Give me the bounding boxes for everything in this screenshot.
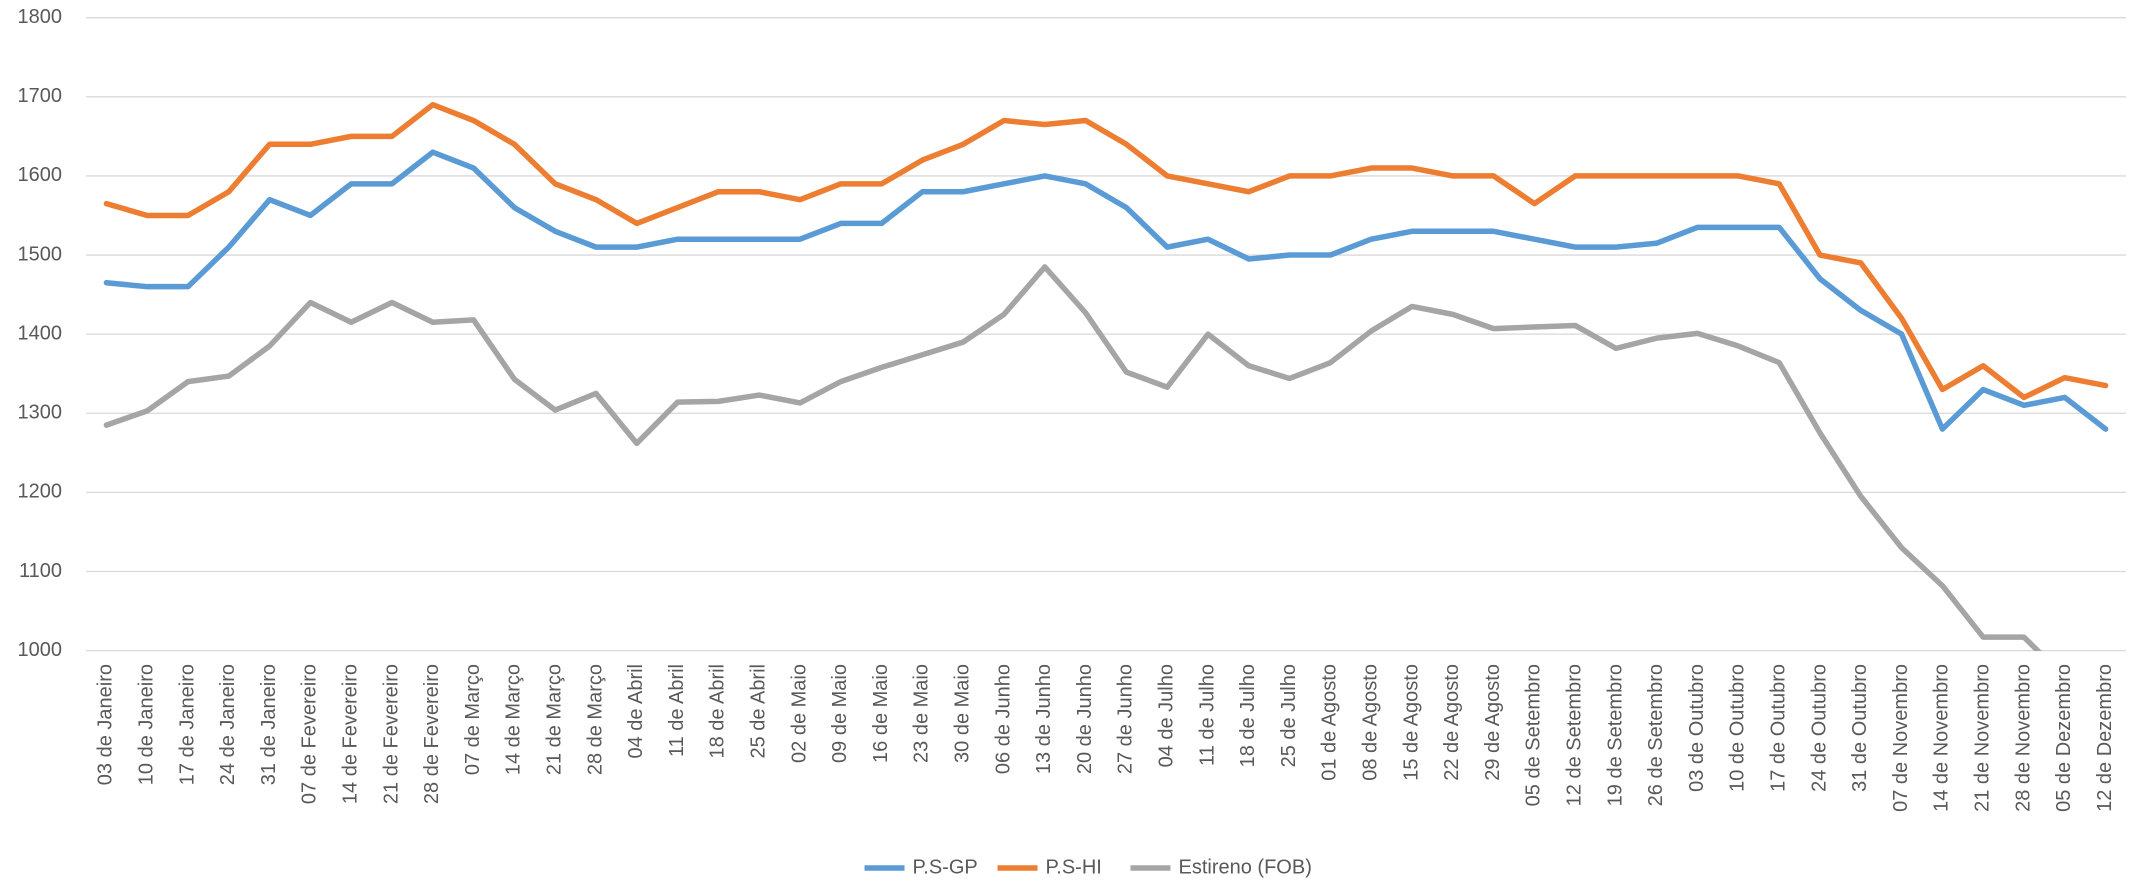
x-tick-label: 31 de Outubro (1849, 664, 1871, 792)
y-tick-label: 1800 (18, 6, 63, 28)
series-line (103, 101, 2109, 401)
x-tick-label: 28 de Novembro (2012, 664, 2034, 812)
x-tick-label: 17 de Outubro (1767, 664, 1789, 792)
x-tick-label: 01 de Agosto (1319, 664, 1341, 781)
x-tick-label: 27 de Junho (1115, 664, 1137, 774)
x-tick-label: 29 de Agosto (1482, 664, 1504, 781)
y-tick-label: 1700 (18, 85, 63, 107)
x-tick-label: 25 de Julho (1278, 664, 1300, 767)
x-tick-label: 06 de Junho (992, 664, 1014, 774)
x-tick-label: 21 de Fevereiro (380, 664, 402, 804)
x-tick-label: 20 de Junho (1074, 664, 1096, 774)
y-tick-label: 1600 (18, 164, 63, 186)
x-tick-label: 04 de Abril (625, 664, 647, 759)
x-tick-label: 05 de Dezembro (2053, 664, 2075, 812)
x-tick-label: 08 de Agosto (1359, 664, 1381, 781)
x-tick-label: 14 de Março (503, 664, 525, 775)
y-tick-label: 1000 (18, 639, 63, 661)
x-tick-label: 28 de Fevereiro (421, 664, 443, 804)
x-tick-label: 15 de Agosto (1400, 664, 1422, 781)
x-tick-label: 31 de Janeiro (258, 664, 280, 785)
x-tick-label: 26 de Setembro (1645, 664, 1667, 806)
x-tick-label: 30 de Maio (951, 664, 973, 763)
x-tick-label: 07 de Novembro (1890, 664, 1912, 812)
x-tick-label: 14 de Fevereiro (339, 664, 361, 804)
x-tick-label: 05 de Setembro (1523, 664, 1545, 806)
x-tick-label: 04 de Julho (1155, 664, 1177, 767)
x-tick-label: 13 de Junho (1033, 664, 1055, 774)
x-tick-label: 18 de Abril (707, 664, 729, 759)
x-tick-label: 12 de Dezembro (2094, 664, 2116, 812)
x-tick-label: 10 de Outubro (1727, 664, 1749, 792)
x-tick-label: 09 de Maio (829, 664, 851, 763)
legend-label: P.S-HI (1046, 856, 1102, 878)
y-tick-label: 1400 (18, 322, 63, 344)
x-tick-label: 21 de Novembro (1971, 664, 1993, 812)
x-tick-label: 07 de Março (462, 664, 484, 775)
x-tick-label: 02 de Maio (788, 664, 810, 763)
y-tick-label: 1100 (19, 560, 62, 582)
x-tick-label: 17 de Janeiro (176, 664, 198, 785)
x-tick-label: 12 de Setembro (1563, 664, 1585, 806)
y-tick-label: 1300 (18, 402, 63, 424)
x-tick-label: 28 de Março (584, 664, 606, 775)
x-tick-label: 24 de Outubro (1808, 664, 1830, 792)
x-tick-label: 11 de Abril (666, 664, 688, 757)
x-tick-label: 03 de Janeiro (95, 664, 117, 785)
x-tick-label: 18 de Julho (1237, 664, 1259, 767)
x-tick-label: 03 de Outubro (1686, 664, 1708, 792)
x-tick-label: 10 de Janeiro (135, 664, 157, 785)
x-tick-label: 21 de Março (543, 664, 565, 775)
series-line (103, 149, 2109, 432)
x-tick-label: 25 de Abril (747, 664, 769, 759)
x-tick-label: 24 de Janeiro (217, 664, 239, 785)
y-tick-label: 1200 (18, 481, 63, 503)
y-tick-label: 1500 (18, 243, 63, 265)
legend-label: Estireno (FOB) (1179, 856, 1312, 878)
x-tick-label: 07 de Fevereiro (299, 664, 321, 804)
x-tick-label: 11 de Julho (1196, 664, 1218, 766)
legend-label: P.S-GP (913, 856, 978, 878)
x-tick-label: 14 de Novembro (1931, 664, 1953, 812)
series-line (103, 264, 2042, 651)
x-tick-label: 22 de Agosto (1441, 664, 1463, 781)
plot-area (103, 101, 2109, 651)
x-tick-label: 23 de Maio (911, 664, 933, 763)
x-tick-label: 19 de Setembro (1604, 664, 1626, 806)
x-tick-label: 16 de Maio (870, 664, 892, 763)
